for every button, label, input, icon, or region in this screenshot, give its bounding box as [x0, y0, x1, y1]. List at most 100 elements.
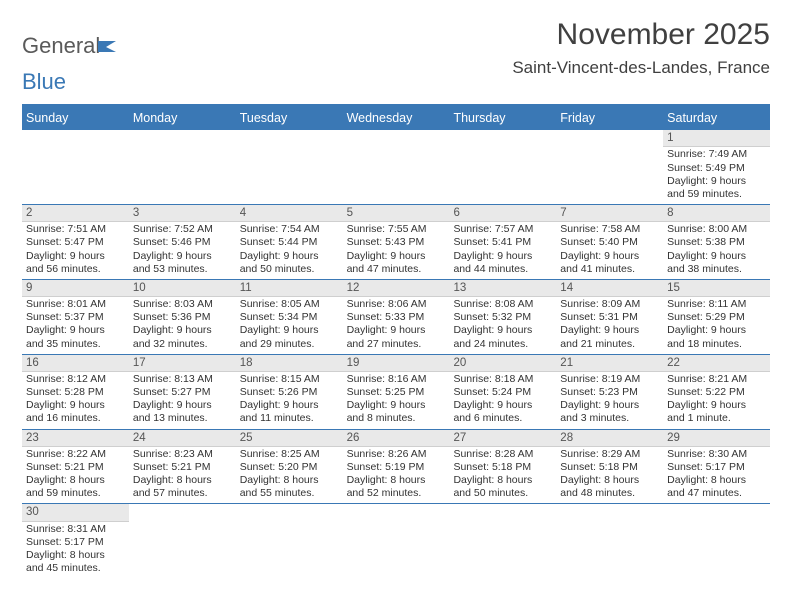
day-cell: 5Sunrise: 7:55 AMSunset: 5:43 PMDaylight… [343, 205, 450, 279]
sunset-text: Sunset: 5:17 PM [667, 461, 766, 474]
day-cell [129, 130, 236, 204]
sunrise-text: Sunrise: 7:55 AM [347, 223, 446, 236]
sunset-text: Sunset: 5:18 PM [560, 461, 659, 474]
day-number [343, 504, 450, 520]
sunset-text: Sunset: 5:34 PM [240, 311, 339, 324]
sunrise-text: Sunrise: 7:49 AM [667, 148, 766, 161]
sunrise-text: Sunrise: 8:00 AM [667, 223, 766, 236]
day-details: Sunrise: 8:26 AMSunset: 5:19 PMDaylight:… [343, 447, 450, 504]
daylight-text: Daylight: 9 hours and 21 minutes. [560, 324, 659, 350]
sunset-text: Sunset: 5:40 PM [560, 236, 659, 249]
day-number: 24 [129, 430, 236, 447]
day-cell: 26Sunrise: 8:26 AMSunset: 5:19 PMDayligh… [343, 430, 450, 504]
day-details [343, 520, 450, 524]
day-cell: 8Sunrise: 8:00 AMSunset: 5:38 PMDaylight… [663, 205, 770, 279]
day-cell [663, 504, 770, 578]
day-cell: 2Sunrise: 7:51 AMSunset: 5:47 PMDaylight… [22, 205, 129, 279]
month-title: November 2025 [512, 18, 770, 52]
sunset-text: Sunset: 5:36 PM [133, 311, 232, 324]
week-row: 16Sunrise: 8:12 AMSunset: 5:28 PMDayligh… [22, 355, 770, 430]
sunrise-text: Sunrise: 8:25 AM [240, 448, 339, 461]
day-number: 5 [343, 205, 450, 222]
sunrise-text: Sunrise: 8:18 AM [453, 373, 552, 386]
day-cell: 19Sunrise: 8:16 AMSunset: 5:25 PMDayligh… [343, 355, 450, 429]
day-number: 3 [129, 205, 236, 222]
day-details [236, 520, 343, 524]
sunrise-text: Sunrise: 8:11 AM [667, 298, 766, 311]
day-details: Sunrise: 8:05 AMSunset: 5:34 PMDaylight:… [236, 297, 343, 354]
sunset-text: Sunset: 5:44 PM [240, 236, 339, 249]
daylight-text: Daylight: 9 hours and 8 minutes. [347, 399, 446, 425]
daylight-text: Daylight: 8 hours and 59 minutes. [26, 474, 125, 500]
day-cell: 16Sunrise: 8:12 AMSunset: 5:28 PMDayligh… [22, 355, 129, 429]
daylight-text: Daylight: 9 hours and 41 minutes. [560, 250, 659, 276]
sunrise-text: Sunrise: 8:03 AM [133, 298, 232, 311]
sunrise-text: Sunrise: 7:54 AM [240, 223, 339, 236]
sunset-text: Sunset: 5:41 PM [453, 236, 552, 249]
day-number [663, 504, 770, 520]
sunset-text: Sunset: 5:31 PM [560, 311, 659, 324]
daylight-text: Daylight: 9 hours and 47 minutes. [347, 250, 446, 276]
weekday-header: Thursday [449, 106, 556, 130]
location: Saint-Vincent-des-Landes, France [512, 58, 770, 78]
day-number: 8 [663, 205, 770, 222]
calendar: SundayMondayTuesdayWednesdayThursdayFrid… [22, 104, 770, 578]
day-number [236, 130, 343, 146]
day-details: Sunrise: 8:11 AMSunset: 5:29 PMDaylight:… [663, 297, 770, 354]
day-number: 1 [663, 130, 770, 147]
day-number: 22 [663, 355, 770, 372]
day-cell: 22Sunrise: 8:21 AMSunset: 5:22 PMDayligh… [663, 355, 770, 429]
day-cell: 9Sunrise: 8:01 AMSunset: 5:37 PMDaylight… [22, 280, 129, 354]
sunrise-text: Sunrise: 8:06 AM [347, 298, 446, 311]
day-number: 28 [556, 430, 663, 447]
day-cell: 30Sunrise: 8:31 AMSunset: 5:17 PMDayligh… [22, 504, 129, 578]
day-details: Sunrise: 8:28 AMSunset: 5:18 PMDaylight:… [449, 447, 556, 504]
sunset-text: Sunset: 5:25 PM [347, 386, 446, 399]
daylight-text: Daylight: 9 hours and 27 minutes. [347, 324, 446, 350]
day-number [343, 130, 450, 146]
day-details: Sunrise: 8:21 AMSunset: 5:22 PMDaylight:… [663, 372, 770, 429]
day-details: Sunrise: 8:03 AMSunset: 5:36 PMDaylight:… [129, 297, 236, 354]
day-number: 12 [343, 280, 450, 297]
day-number: 23 [22, 430, 129, 447]
sunrise-text: Sunrise: 8:13 AM [133, 373, 232, 386]
day-details: Sunrise: 8:22 AMSunset: 5:21 PMDaylight:… [22, 447, 129, 504]
day-details [343, 146, 450, 150]
sunset-text: Sunset: 5:21 PM [133, 461, 232, 474]
day-details: Sunrise: 8:06 AMSunset: 5:33 PMDaylight:… [343, 297, 450, 354]
day-details: Sunrise: 7:54 AMSunset: 5:44 PMDaylight:… [236, 222, 343, 279]
week-row: 2Sunrise: 7:51 AMSunset: 5:47 PMDaylight… [22, 205, 770, 280]
daylight-text: Daylight: 9 hours and 18 minutes. [667, 324, 766, 350]
day-cell: 11Sunrise: 8:05 AMSunset: 5:34 PMDayligh… [236, 280, 343, 354]
title-block: November 2025 Saint-Vincent-des-Landes, … [512, 18, 770, 78]
day-details [449, 146, 556, 150]
sunrise-text: Sunrise: 8:30 AM [667, 448, 766, 461]
daylight-text: Daylight: 9 hours and 11 minutes. [240, 399, 339, 425]
day-details: Sunrise: 8:13 AMSunset: 5:27 PMDaylight:… [129, 372, 236, 429]
day-cell: 18Sunrise: 8:15 AMSunset: 5:26 PMDayligh… [236, 355, 343, 429]
day-number: 6 [449, 205, 556, 222]
day-number: 15 [663, 280, 770, 297]
day-cell: 14Sunrise: 8:09 AMSunset: 5:31 PMDayligh… [556, 280, 663, 354]
day-number [129, 504, 236, 520]
day-details: Sunrise: 8:09 AMSunset: 5:31 PMDaylight:… [556, 297, 663, 354]
sunset-text: Sunset: 5:27 PM [133, 386, 232, 399]
day-details [129, 520, 236, 524]
day-number: 21 [556, 355, 663, 372]
sunrise-text: Sunrise: 7:51 AM [26, 223, 125, 236]
sunrise-text: Sunrise: 8:31 AM [26, 523, 125, 536]
sunrise-text: Sunrise: 8:16 AM [347, 373, 446, 386]
sunset-text: Sunset: 5:26 PM [240, 386, 339, 399]
sunrise-text: Sunrise: 8:12 AM [26, 373, 125, 386]
sunrise-text: Sunrise: 8:23 AM [133, 448, 232, 461]
day-details: Sunrise: 8:19 AMSunset: 5:23 PMDaylight:… [556, 372, 663, 429]
day-details: Sunrise: 7:49 AMSunset: 5:49 PMDaylight:… [663, 147, 770, 204]
day-number: 11 [236, 280, 343, 297]
day-number [449, 504, 556, 520]
day-details: Sunrise: 7:58 AMSunset: 5:40 PMDaylight:… [556, 222, 663, 279]
sunrise-text: Sunrise: 8:08 AM [453, 298, 552, 311]
day-number [129, 130, 236, 146]
day-number: 10 [129, 280, 236, 297]
daylight-text: Daylight: 9 hours and 32 minutes. [133, 324, 232, 350]
sunset-text: Sunset: 5:17 PM [26, 536, 125, 549]
